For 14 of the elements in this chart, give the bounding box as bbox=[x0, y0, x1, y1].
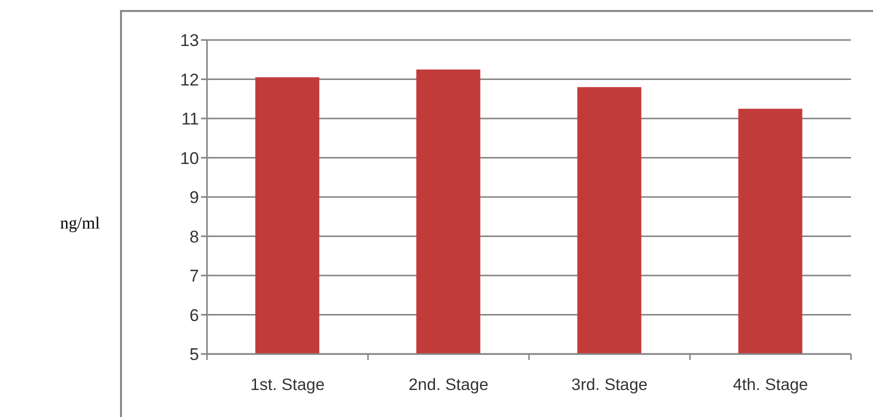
y-tick-label: 12 bbox=[180, 70, 199, 90]
x-tick-label: 3rd. Stage bbox=[571, 376, 648, 394]
x-tick-label: 4th. Stage bbox=[732, 376, 808, 394]
y-axis-title: ng/ml bbox=[60, 213, 100, 232]
y-tick-label: 11 bbox=[181, 110, 199, 129]
y-tick-label: 13 bbox=[180, 31, 199, 50]
x-tick-label: 1st. Stage bbox=[250, 376, 325, 394]
y-tick-label: 9 bbox=[190, 188, 199, 208]
y-tick-label: 8 bbox=[190, 227, 199, 246]
y-tick-label: 7 bbox=[190, 266, 199, 286]
y-tick-label: 6 bbox=[190, 306, 199, 325]
x-tick-label: 2nd. Stage bbox=[408, 376, 488, 394]
y-tick-label: 10 bbox=[180, 148, 199, 168]
y-tick-label: 5 bbox=[190, 345, 199, 364]
